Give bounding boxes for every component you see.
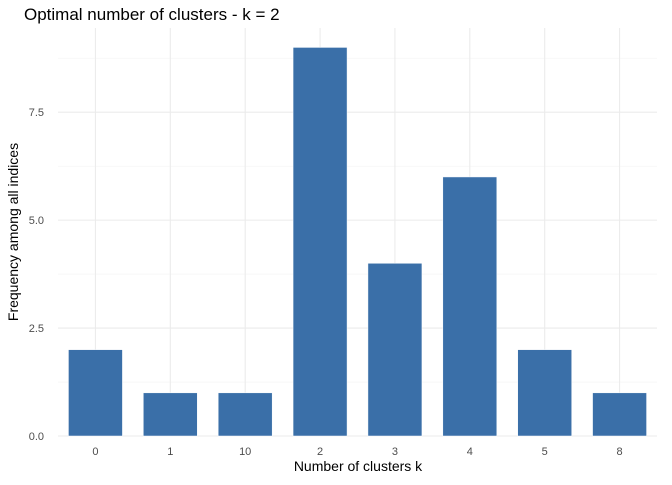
y-tick-label: 2.5 (29, 323, 44, 335)
y-axis-tick-labels: 0.0 2.5 5.0 7.5 (29, 107, 44, 443)
bar-8 (592, 392, 647, 437)
bar-10 (217, 392, 273, 437)
x-tick-label: 3 (392, 446, 398, 458)
bar-3 (367, 263, 423, 437)
x-tick-label: 2 (317, 446, 323, 458)
x-tick-label: 4 (467, 446, 473, 458)
y-axis-title: Frequency among all indices (5, 143, 21, 321)
bar-2 (292, 47, 348, 437)
y-tick-label: 0.0 (29, 431, 44, 443)
x-tick-label: 5 (542, 446, 548, 458)
x-tick-label: 0 (92, 446, 98, 458)
y-tick-label: 5.0 (29, 215, 44, 227)
y-tick-label: 7.5 (29, 107, 44, 119)
x-tick-label: 8 (617, 446, 623, 458)
x-axis-tick-labels: 0 1 10 2 3 4 5 8 (92, 446, 622, 458)
x-tick-label: 1 (167, 446, 173, 458)
x-axis-title: Number of clusters k (294, 458, 423, 474)
bars (68, 47, 647, 437)
chart-title: Optimal number of clusters - k = 2 (24, 5, 280, 24)
bar-1 (143, 392, 198, 437)
bar-0 (68, 349, 123, 437)
bar-4 (442, 176, 498, 437)
x-tick-label: 10 (239, 446, 251, 458)
bar-5 (517, 349, 572, 437)
